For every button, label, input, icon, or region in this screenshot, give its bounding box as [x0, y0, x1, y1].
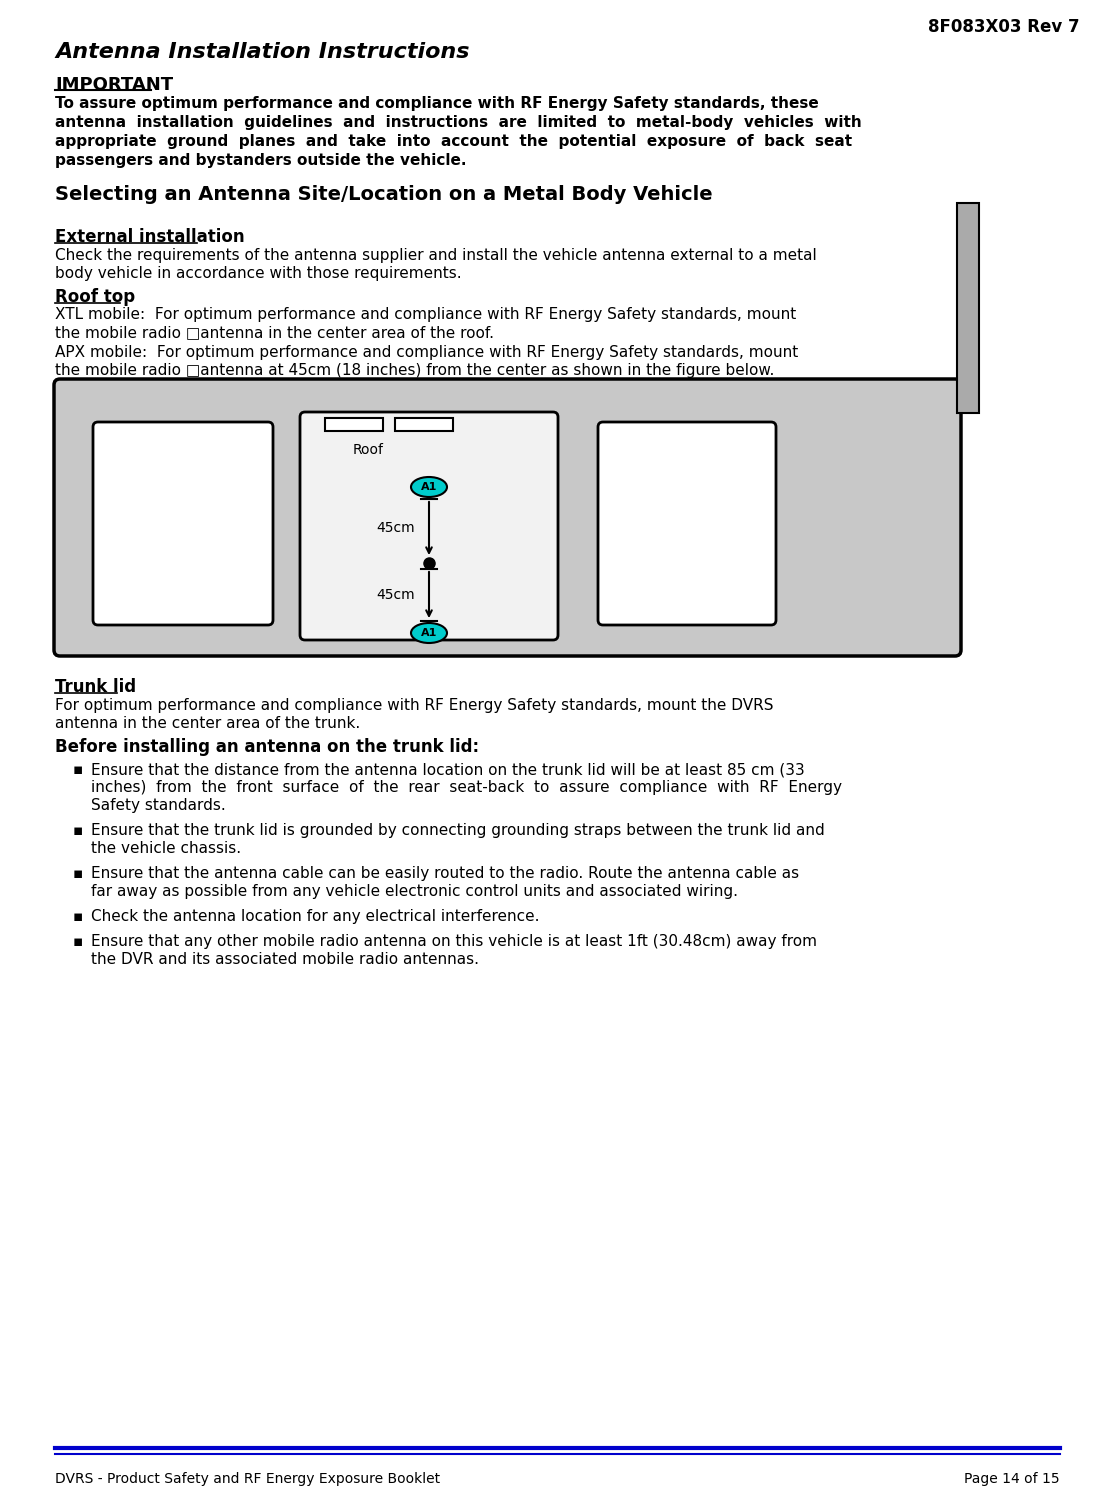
Text: Check the requirements of the antenna supplier and install the vehicle antenna e: Check the requirements of the antenna su…: [56, 248, 817, 263]
Text: Ensure that the antenna cable can be easily routed to the radio. Route the anten: Ensure that the antenna cable can be eas…: [91, 866, 799, 881]
Ellipse shape: [411, 622, 447, 643]
Text: 45cm: 45cm: [377, 588, 416, 601]
Text: ▪: ▪: [73, 823, 83, 838]
Bar: [326, 417, 383, 431]
Text: the mobile radio □antenna at 45cm (18 inches) from the center as shown in the fi: the mobile radio □antenna at 45cm (18 in…: [56, 364, 774, 378]
Bar: [396, 417, 453, 431]
Text: inches)  from  the  front  surface  of  the  rear  seat-back  to  assure  compli: inches) from the front surface of the re…: [91, 779, 842, 794]
Text: 8F083X03 Rev 7: 8F083X03 Rev 7: [929, 18, 1080, 36]
Text: antenna  installation  guidelines  and  instructions  are  limited  to  metal-bo: antenna installation guidelines and inst…: [56, 115, 862, 130]
Text: Page 14 of 15: Page 14 of 15: [964, 1472, 1060, 1486]
Text: ▪: ▪: [73, 910, 83, 925]
Text: ▪: ▪: [73, 934, 83, 948]
FancyBboxPatch shape: [300, 411, 558, 640]
Text: Trunk lid: Trunk lid: [56, 678, 137, 696]
Text: DVRS - Product Safety and RF Energy Exposure Booklet: DVRS - Product Safety and RF Energy Expo…: [56, 1472, 440, 1486]
Text: Antenna Installation Instructions: Antenna Installation Instructions: [56, 42, 470, 61]
Text: passengers and bystanders outside the vehicle.: passengers and bystanders outside the ve…: [56, 153, 467, 168]
Text: External installation: External installation: [56, 227, 244, 245]
Text: appropriate  ground  planes  and  take  into  account  the  potential  exposure : appropriate ground planes and take into …: [56, 135, 852, 150]
Text: the vehicle chassis.: the vehicle chassis.: [91, 841, 241, 856]
Text: Ensure that the trunk lid is grounded by connecting grounding straps between the: Ensure that the trunk lid is grounded by…: [91, 823, 824, 838]
Text: Roof: Roof: [353, 443, 384, 456]
Text: For optimum performance and compliance with RF Energy Safety standards, mount th: For optimum performance and compliance w…: [56, 699, 773, 714]
Text: the DVR and its associated mobile radio antennas.: the DVR and its associated mobile radio …: [91, 951, 479, 966]
Text: far away as possible from any vehicle electronic control units and associated wi: far away as possible from any vehicle el…: [91, 884, 738, 899]
Bar: [957, 203, 979, 413]
Text: Before installing an antenna on the trunk lid:: Before installing an antenna on the trun…: [56, 738, 479, 755]
Text: APX mobile:  For optimum performance and compliance with RF Energy Safety standa: APX mobile: For optimum performance and …: [56, 346, 798, 361]
Text: ▪: ▪: [73, 866, 83, 881]
Text: 45cm: 45cm: [377, 521, 416, 536]
Text: body vehicle in accordance with those requirements.: body vehicle in accordance with those re…: [56, 266, 462, 281]
Text: ▪: ▪: [73, 761, 83, 776]
Text: IMPORTANT: IMPORTANT: [56, 76, 173, 94]
Text: Check the antenna location for any electrical interference.: Check the antenna location for any elect…: [91, 910, 540, 925]
Text: Selecting an Antenna Site/Location on a Metal Body Vehicle: Selecting an Antenna Site/Location on a …: [56, 186, 712, 203]
FancyBboxPatch shape: [54, 378, 961, 657]
Text: Ensure that any other mobile radio antenna on this vehicle is at least 1ft (30.4: Ensure that any other mobile radio anten…: [91, 934, 817, 948]
Text: Roof top: Roof top: [56, 289, 136, 307]
Text: A1: A1: [421, 628, 438, 637]
Ellipse shape: [411, 477, 447, 497]
FancyBboxPatch shape: [93, 422, 273, 625]
Text: Safety standards.: Safety standards.: [91, 797, 226, 812]
Text: Ensure that the distance from the antenna location on the trunk lid will be at l: Ensure that the distance from the antenn…: [91, 761, 804, 776]
Text: To assure optimum performance and compliance with RF Energy Safety standards, th: To assure optimum performance and compli…: [56, 96, 819, 111]
Text: antenna in the center area of the trunk.: antenna in the center area of the trunk.: [56, 717, 360, 732]
Text: the mobile radio □antenna in the center area of the roof.: the mobile radio □antenna in the center …: [56, 325, 494, 340]
Text: XTL mobile:  For optimum performance and compliance with RF Energy Safety standa: XTL mobile: For optimum performance and …: [56, 307, 797, 322]
FancyBboxPatch shape: [598, 422, 775, 625]
Text: A1: A1: [421, 482, 438, 492]
